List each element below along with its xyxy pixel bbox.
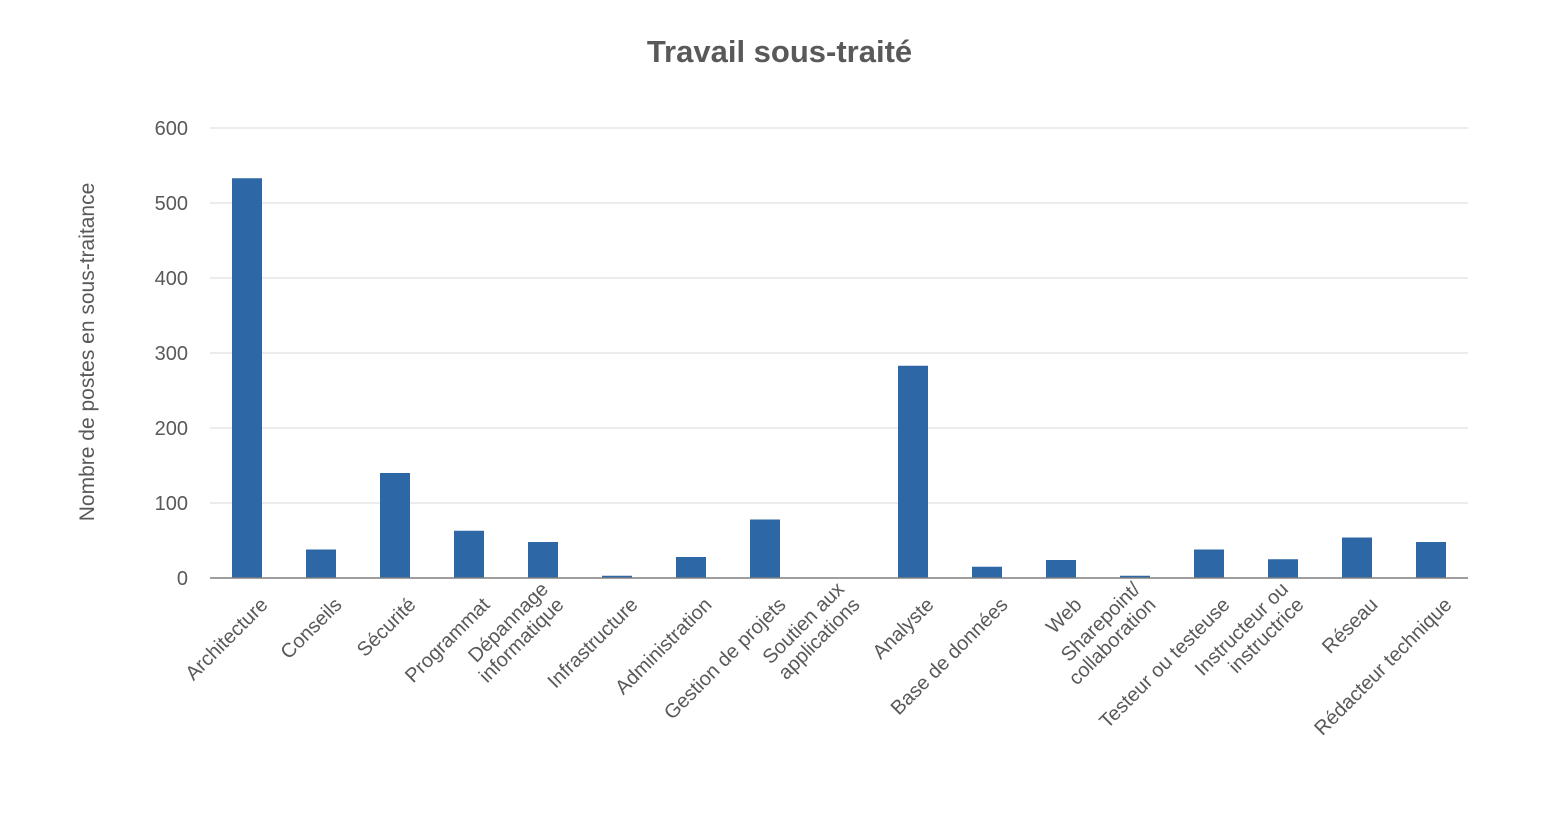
bar	[1194, 549, 1224, 578]
bar	[1342, 537, 1372, 578]
x-tick-label: Analyste	[869, 594, 939, 664]
x-tick-label-line: Conseils	[277, 594, 347, 664]
bar	[454, 530, 484, 578]
chart-title: Travail sous-traité	[646, 34, 913, 69]
bar	[898, 365, 928, 578]
x-tick-label: Réseau	[1318, 594, 1382, 658]
bar	[750, 519, 780, 578]
bar	[232, 178, 262, 578]
x-tick-label-line: Réseau	[1318, 594, 1382, 658]
bar	[972, 566, 1002, 578]
y-tick-label: 400	[155, 268, 188, 290]
gridlines	[210, 127, 1468, 504]
y-tick-label: 0	[177, 568, 188, 590]
y-axis-ticks: 0 100 200 300 400 500 600	[155, 118, 188, 590]
x-tick-label-line: Architecture	[181, 594, 272, 685]
x-tick-label: Architecture	[181, 594, 272, 685]
bar	[1120, 575, 1150, 578]
bar	[1046, 560, 1076, 578]
y-tick-label: 300	[155, 343, 188, 365]
bar	[602, 575, 632, 578]
x-axis-labels: Architecture Conseils SécuritéProgrammatDé…	[181, 578, 1456, 740]
x-tick-label-line: Analyste	[869, 594, 939, 664]
bars	[232, 178, 1446, 578]
bar	[380, 473, 410, 578]
x-tick-label: Conseils	[277, 594, 347, 664]
y-tick-label: 500	[155, 193, 188, 215]
bar	[676, 557, 706, 578]
y-tick-label: 100	[155, 493, 188, 515]
x-tick-label: Sécurité	[353, 594, 420, 661]
bar	[528, 542, 558, 578]
bar	[1416, 542, 1446, 578]
bar	[1268, 559, 1298, 578]
y-tick-label: 600	[155, 118, 188, 140]
y-axis-title: Nombre de postes en sous-traitance	[76, 183, 99, 522]
x-tick-label-line: Sécurité	[353, 594, 420, 661]
x-tick-label: Rédacteur technique	[1310, 594, 1456, 740]
y-tick-label: 200	[155, 418, 188, 440]
x-tick-label-line: Rédacteur technique	[1310, 594, 1456, 740]
bar	[306, 549, 336, 578]
